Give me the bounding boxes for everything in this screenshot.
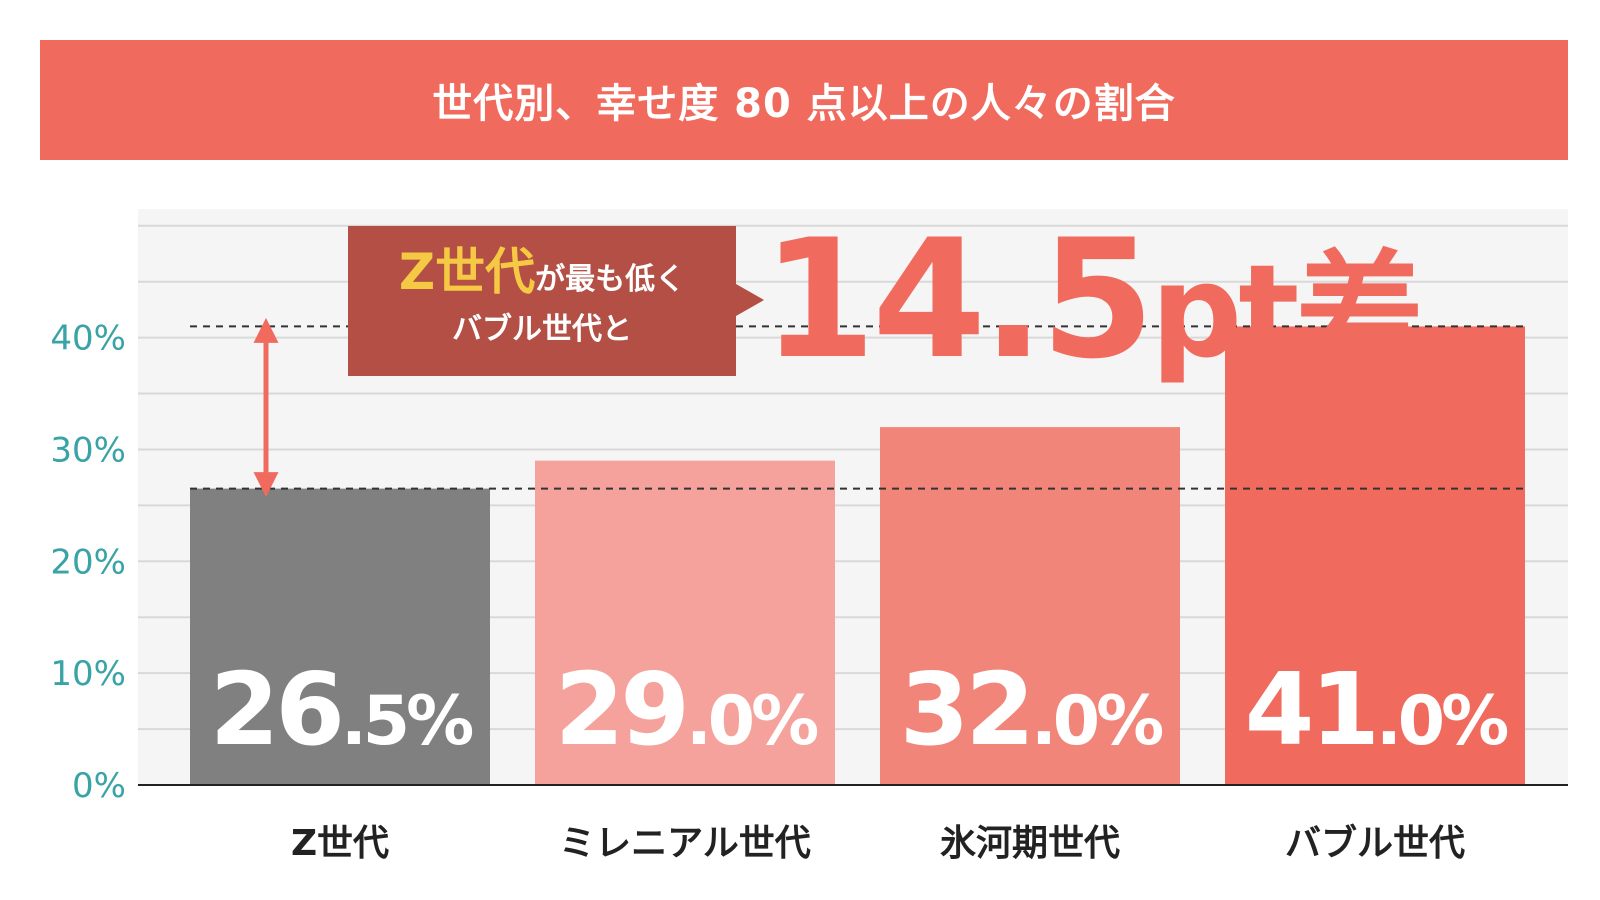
chart-title-banner: 世代別、幸せ度 80 点以上の人々の割合 [40,40,1568,160]
difference-value: 14.5 [762,204,1155,395]
difference-label: 14.5pt差 [762,218,1423,382]
y-tick-label: 30% [50,430,126,470]
chart-title: 世代別、幸せ度 80 点以上の人々の割合 [432,81,1176,127]
bar-value-decimal: .0% [686,682,817,761]
bar [535,460,835,785]
y-tick-label: 0% [72,766,126,806]
y-tick-label: 10% [50,654,126,694]
bar [1225,326,1525,785]
x-category-label: ミレニアル世代 [559,823,811,864]
bar-value-label: 29.0% [555,651,817,768]
x-category-label: バブル世代 [1285,822,1465,864]
bar-value-integer: 29 [555,651,686,768]
bar-value-label: 41.0% [1245,651,1507,768]
difference-unit: pt差 [1150,238,1424,387]
y-tick-label: 20% [50,542,126,582]
callout-line-2: バブル世代と [452,312,632,347]
callout-highlight: Z世代 [398,243,536,301]
y-tick-label: 40% [50,319,126,359]
bar-value-label: 26.5% [210,651,472,768]
bar-value-decimal: .5% [341,682,472,761]
bar-value-label: 32.0% [900,651,1162,768]
x-category-label: Z世代 [291,823,389,864]
bar [190,488,490,785]
bar-value-integer: 26 [210,651,341,768]
x-category-label: 氷河期世代 [940,823,1120,864]
callout-line-1: Z世代が最も低く [348,247,736,304]
bar [880,427,1180,785]
bar-value-integer: 41 [1245,651,1376,768]
callout-box: Z世代が最も低く バブル世代と [348,226,764,376]
bar-value-decimal: .0% [1031,682,1162,761]
bar-value-decimal: .0% [1376,682,1507,761]
callout-text-1: が最も低く [535,262,686,297]
bar-value-integer: 32 [900,651,1031,768]
